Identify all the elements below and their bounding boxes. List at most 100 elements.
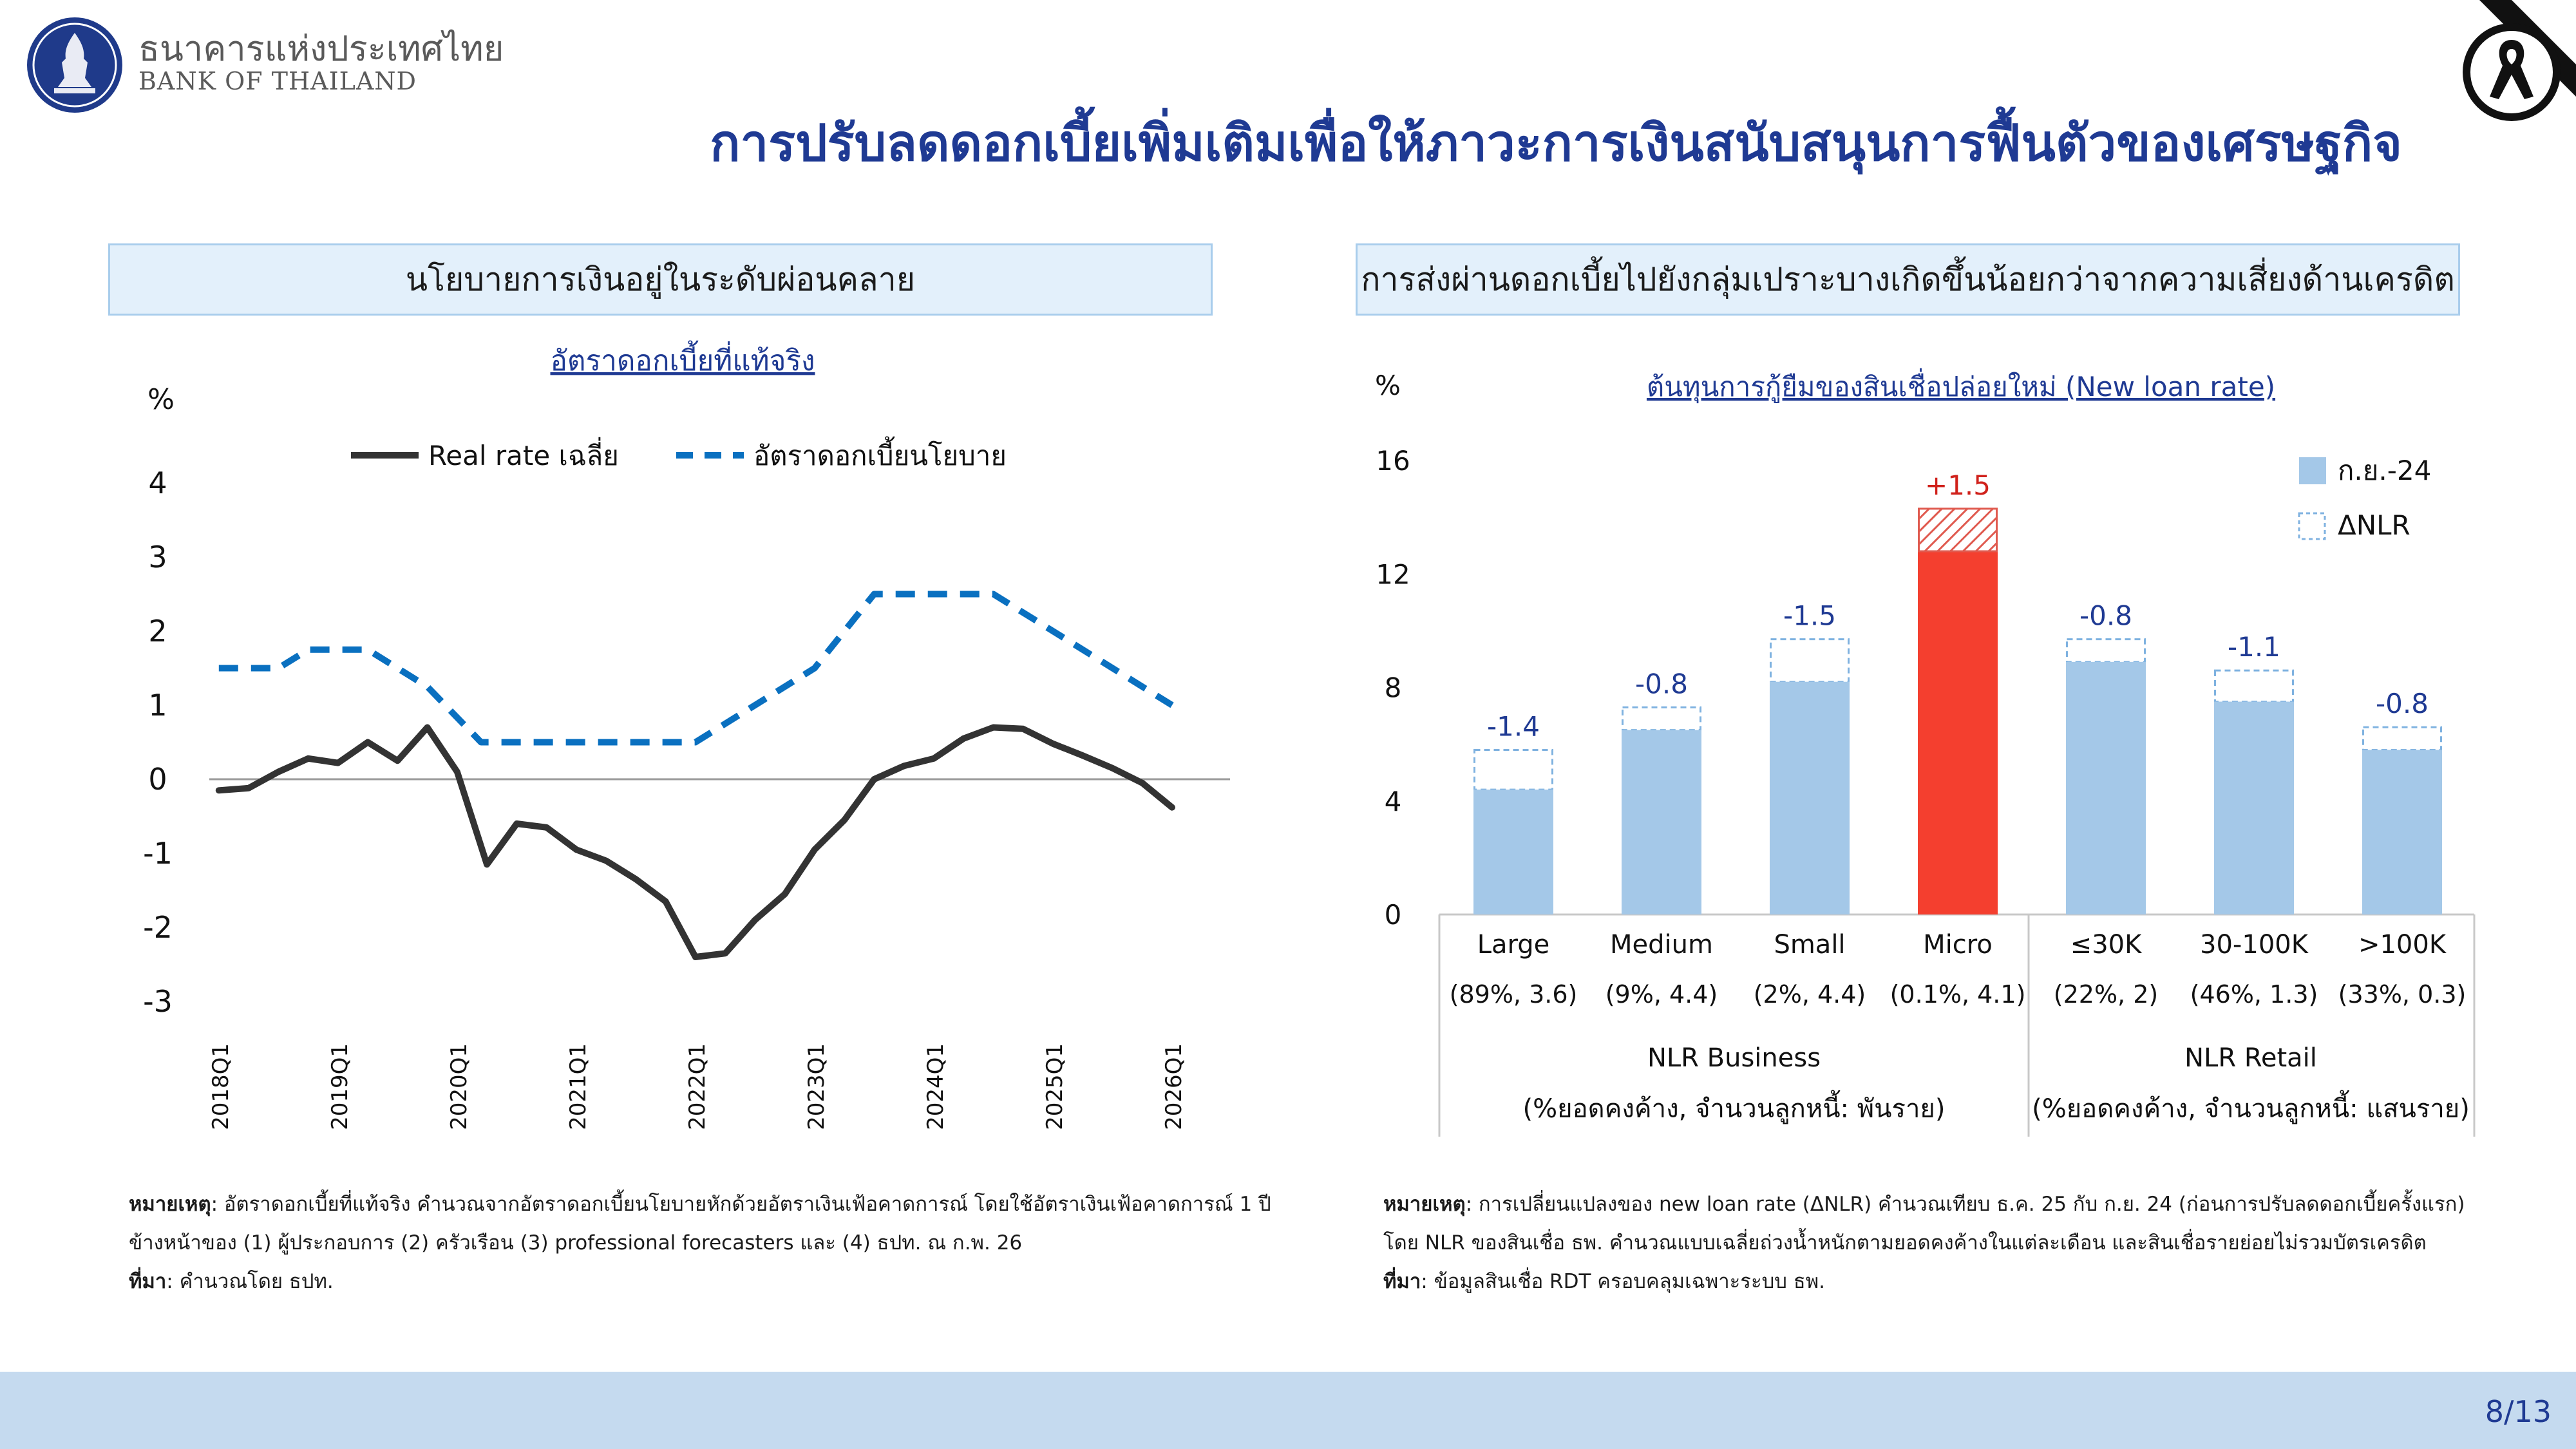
x-tick-label: 2020Q1 [446, 1043, 472, 1130]
x-tick-label: 2019Q1 [327, 1043, 353, 1130]
chart-legend: ก.ย.-24 ΔNLR [2298, 455, 2431, 541]
legend-label-real-rate: Real rate เฉลี่ย [428, 437, 619, 471]
x-tick-label: 2018Q1 [208, 1043, 234, 1130]
category-share-label: (0.1%, 4.1) [1890, 980, 2026, 1009]
y-tick-label: -1 [143, 836, 173, 871]
group-label: NLR Business [1647, 1043, 1821, 1073]
category-share-label: (2%, 4.4) [1754, 980, 1866, 1009]
page-number: 8/13 [2485, 1394, 2552, 1429]
bar-change-outline [2066, 638, 2146, 663]
y-tick-label: 0 [148, 762, 167, 797]
legend-swatch-delta-nlr [2298, 512, 2326, 540]
bar-current [1622, 730, 1701, 914]
series-line-policy-rate [218, 591, 1174, 746]
note-line: หมายเหตุ: การเปลี่ยนแปลงของ new loan rat… [1383, 1185, 2465, 1224]
group-label: NLR Retail [2184, 1043, 2317, 1073]
x-tick-label: 2021Q1 [565, 1043, 591, 1130]
bar-change-outline [1622, 706, 1701, 732]
org-name-thai: ธนาคารแห่งประเทศไทย [138, 28, 504, 69]
x-tick-label: 2025Q1 [1042, 1043, 1068, 1130]
category-share-label: (33%, 0.3) [2338, 980, 2467, 1009]
series-line-real-rate [215, 724, 1175, 960]
y-axis-unit: % [1375, 370, 1401, 401]
footer-bar [0, 1372, 2576, 1449]
source-text: : คำนวณโดย ธปท. [166, 1270, 334, 1293]
org-name-english: BANK OF THAILAND [138, 67, 417, 95]
legend-label-delta-nlr: ΔNLR [2338, 509, 2410, 541]
note-line: ข้างหน้าของ (1) ผู้ประกอบการ (2) ครัวเรื… [129, 1231, 1023, 1255]
group-unit-label: (%ยอดคงค้าง, จำนวนลูกหนี้: แสนราย) [2032, 1090, 2470, 1124]
category-label: Small [1774, 930, 1845, 960]
bar-current [1770, 681, 1850, 914]
bank-seal-logo [27, 17, 122, 113]
change-data-label: -1.5 [1783, 600, 1836, 632]
chart-title: อัตราดอกเบี้ยที่แท้จริง [551, 340, 815, 377]
group-unit-label: (%ยอดคงค้าง, จำนวนลูกหนี้: พันราย) [1523, 1090, 1946, 1124]
category-share-label: (22%, 2) [2054, 980, 2158, 1009]
category-label: >100K [2358, 930, 2447, 960]
left-panel-heading: นโยบายการเงินอยู่ในระดับผ่อนคลาย [108, 243, 1213, 316]
x-tick-label: 2023Q1 [804, 1043, 829, 1130]
change-data-label: -1.1 [2228, 631, 2280, 663]
y-tick-label: 16 [1376, 445, 1410, 477]
source-line: ที่มา: คำนวณโดย ธปท. [129, 1262, 1271, 1301]
right-panel-heading: การส่งผ่านดอกเบี้ยไปยังกลุ่มเปราะบางเกิด… [1356, 243, 2460, 316]
bar-change-outline [2214, 669, 2294, 703]
category-label: ≤30K [2070, 930, 2143, 960]
category-label: 30-100K [2200, 930, 2309, 960]
bar-change-outline [1770, 638, 1850, 683]
y-tick-label: 8 [1385, 672, 1402, 704]
category-share-label: (9%, 4.4) [1605, 980, 1718, 1009]
y-tick-label: 3 [148, 540, 167, 574]
chart-title: ต้นทุนการกู้ยืมของสินเชื่อปล่อยใหม่ (New… [1647, 368, 2275, 404]
y-tick-label: -2 [143, 910, 173, 945]
category-label: Medium [1610, 930, 1713, 960]
y-tick-label: -3 [143, 984, 173, 1019]
y-tick-label: 4 [1385, 786, 1402, 817]
bar-current [1918, 551, 1998, 914]
page-title: การปรับลดดอกเบี้ยเพิ่มเติมเพื่อให้ภาวะกา… [710, 115, 2402, 173]
y-axis-unit: % [147, 383, 175, 416]
y-tick-label: 0 [1385, 899, 1402, 931]
y-tick-label: 1 [148, 688, 167, 723]
change-data-label: -0.8 [1635, 668, 1688, 699]
chart-legend: Real rate เฉลี่ย อัตราดอกเบี้ยนโยบาย [351, 436, 1007, 471]
category-label: Micro [1923, 930, 1993, 960]
bar-change-outline [1473, 748, 1553, 791]
x-tick-label: 2022Q1 [685, 1043, 710, 1130]
note-text: : อัตราดอกเบี้ยที่แท้จริง คำนวณจากอัตราด… [211, 1193, 1271, 1216]
change-data-label: -0.8 [2376, 688, 2429, 719]
note-text: : การเปลี่ยนแปลงของ new loan rate (ΔNLR)… [1465, 1193, 2465, 1216]
change-data-label: -1.4 [1487, 710, 1540, 742]
y-tick-label: 2 [148, 614, 167, 649]
source-text: : ข้อมูลสินเชื่อ RDT ครอบคลุมเฉพาะระบบ ธ… [1421, 1270, 1826, 1293]
category-share-label: (89%, 3.6) [1450, 980, 1578, 1009]
bar-current [1473, 790, 1553, 914]
change-data-label: -0.8 [2079, 600, 2132, 632]
bar-change-hatched [1918, 507, 1998, 553]
note-label: หมายเหตุ [129, 1193, 211, 1216]
legend-label-policy-rate: อัตราดอกเบี้ยนโยบาย [753, 436, 1007, 471]
x-tick-label: 2026Q1 [1161, 1043, 1187, 1130]
change-data-label: +1.5 [1925, 469, 1991, 501]
note-label: หมายเหตุ [1383, 1193, 1466, 1216]
note-line: โดย NLR ของสินเชื่อ ธพ. คำนวณแบบเฉลี่ยถ่… [1383, 1231, 2427, 1255]
bar-change-outline [2362, 726, 2442, 751]
y-tick-label: 4 [148, 466, 167, 500]
bar-current [2362, 750, 2442, 914]
note-line: หมายเหตุ: อัตราดอกเบี้ยที่แท้จริง คำนวณจ… [129, 1185, 1271, 1224]
x-tick-label: 2024Q1 [923, 1043, 949, 1130]
category-share-label: (46%, 1.3) [2190, 980, 2318, 1009]
source-line: ที่มา: ข้อมูลสินเชื่อ RDT ครอบคลุมเฉพาะร… [1383, 1262, 2465, 1301]
new-loan-rate-bar-chart: ต้นทุนการกู้ยืมของสินเชื่อปล่อยใหม่ (New… [1375, 368, 2476, 1137]
y-tick-label: 12 [1376, 558, 1410, 590]
bar-current [2214, 701, 2294, 914]
bar-current [2066, 661, 2146, 914]
left-panel-notes: หมายเหตุ: อัตราดอกเบี้ยที่แท้จริง คำนวณจ… [129, 1185, 1271, 1301]
right-panel-notes: หมายเหตุ: การเปลี่ยนแปลงของ new loan rat… [1383, 1185, 2465, 1301]
category-label: Large [1477, 930, 1550, 960]
legend-label-sep-24: ก.ย.-24 [2338, 455, 2431, 486]
mourning-ribbon-icon [2463, 0, 2576, 121]
source-label: ที่มา [129, 1270, 167, 1293]
source-label: ที่มา [1383, 1270, 1421, 1293]
